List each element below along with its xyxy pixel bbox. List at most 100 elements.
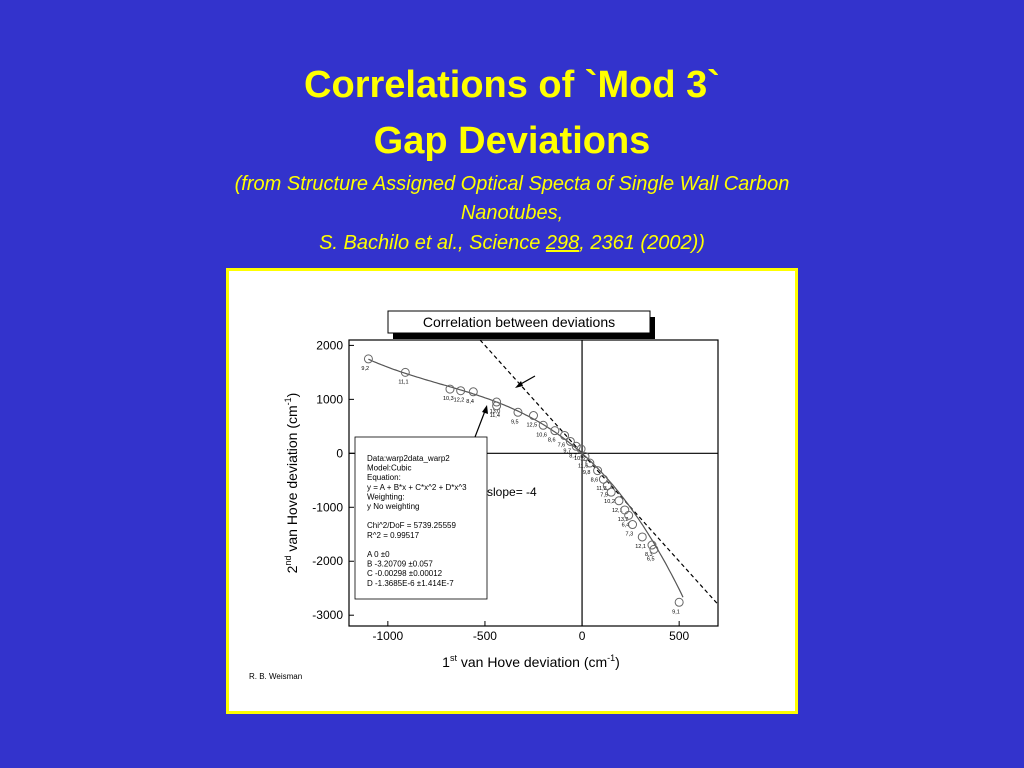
x-axis-label-text: van Hove deviation (cm bbox=[457, 654, 607, 670]
x-axis-label-ordinal-sup: st bbox=[450, 653, 458, 663]
data-point bbox=[492, 401, 502, 411]
data-point-label: 9,5 bbox=[511, 419, 519, 425]
data-point-label: 10,2 bbox=[604, 499, 615, 505]
data-point-label: 10,5 bbox=[574, 456, 585, 462]
y-axis-label-unit-sup: -1 bbox=[283, 397, 293, 405]
y-axis-label-close: ) bbox=[284, 393, 300, 398]
y-axis-label-ordinal-sup: nd bbox=[283, 556, 293, 566]
data-point-label: 9,1 bbox=[672, 609, 680, 615]
plot-frame bbox=[348, 339, 719, 627]
data-point-label: 12,1 bbox=[635, 544, 646, 550]
x-tick-label: 0 bbox=[579, 629, 586, 643]
citation-volume: 298 bbox=[545, 232, 580, 254]
credit-label: R. B. Weisman bbox=[249, 672, 302, 681]
data-point bbox=[576, 444, 586, 454]
data-point-label: 9,7 bbox=[563, 448, 571, 454]
data-point bbox=[492, 397, 502, 407]
fit-info-box bbox=[354, 436, 488, 600]
correlation-chart: Correlation between deviations -1000 -500… bbox=[249, 310, 719, 681]
figure-panel: Correlation between deviations -1000 -500… bbox=[226, 268, 798, 714]
data-point-label: 11,4 bbox=[490, 413, 500, 419]
fit-info-line: Model:Cubic bbox=[367, 464, 411, 473]
cubic-fit-curve bbox=[368, 358, 684, 598]
data-point-label: 8,7 bbox=[569, 453, 577, 459]
x-tick-label: 500 bbox=[669, 629, 689, 643]
y-tick-label: -2000 bbox=[312, 554, 343, 568]
data-point bbox=[445, 384, 455, 394]
y-axis-label-text: van Hove deviation (cm bbox=[284, 405, 300, 555]
data-point bbox=[628, 520, 638, 530]
data-point-label: 13,2 bbox=[618, 517, 629, 523]
x-tick-label: -1000 bbox=[372, 629, 403, 643]
chart-title: Correlation between deviations bbox=[423, 314, 615, 330]
x-tick-label: -500 bbox=[473, 629, 497, 643]
data-point bbox=[624, 510, 634, 520]
data-point-label: 6,5 bbox=[647, 556, 655, 562]
data-point bbox=[468, 387, 478, 397]
data-point bbox=[529, 411, 538, 421]
fit-info-line: R^2 = 0.99517 bbox=[367, 531, 420, 540]
data-point bbox=[363, 354, 373, 364]
data-point-label: 8,3 bbox=[645, 552, 653, 558]
data-point-label: 9,8 bbox=[583, 470, 591, 476]
data-points: 9,211,110,3 12,2 8,413,011,49,512,510,68,6… bbox=[361, 354, 684, 615]
data-point bbox=[565, 436, 575, 446]
data-point bbox=[602, 481, 612, 491]
data-point bbox=[571, 441, 581, 451]
fit-info-line: Chi^2/DoF = 5739.25559 bbox=[367, 521, 456, 530]
data-point-label: 10,6 bbox=[536, 432, 547, 438]
data-point bbox=[513, 407, 523, 417]
slope-label: slope= -4 bbox=[487, 485, 537, 499]
y-axis-label-ordinal: 2 bbox=[284, 565, 300, 573]
fit-info-line: A 0 ±0 bbox=[367, 550, 390, 559]
fit-info-line: y No weighting bbox=[367, 502, 419, 511]
x-axis-label: 1st van Hove deviation (cm-1) bbox=[442, 653, 620, 670]
data-point bbox=[649, 544, 659, 554]
arrow-fit-curve bbox=[474, 410, 486, 438]
fit-info-line: Weighting: bbox=[367, 492, 405, 501]
subtitle-line3: S. Bachilo et al., Science 298, 2361 (20… bbox=[0, 229, 1024, 257]
data-point bbox=[585, 458, 595, 468]
fit-info-line: y = A + B*x + C*x^2 + D*x^3 bbox=[367, 483, 467, 492]
data-point bbox=[400, 367, 410, 377]
data-point bbox=[580, 452, 590, 462]
data-point bbox=[456, 386, 466, 396]
fit-info-line: Data:warp2data_warp2 bbox=[367, 454, 450, 463]
data-point bbox=[538, 420, 548, 430]
x-axis-label-unit-sup: -1 bbox=[607, 653, 615, 663]
x-axis-label-ordinal: 1 bbox=[442, 654, 450, 670]
data-point-label: 8,4 bbox=[466, 399, 474, 405]
data-point-label: 12,2 bbox=[454, 398, 465, 404]
data-point-label: 10,3 bbox=[443, 396, 454, 402]
data-point bbox=[560, 431, 570, 441]
data-point-label: 12,1 bbox=[612, 508, 623, 514]
y-tick-label: 1000 bbox=[316, 392, 343, 406]
data-point bbox=[598, 474, 608, 484]
arrow-head-fit bbox=[482, 405, 488, 414]
data-point-label: 11,3 bbox=[596, 486, 606, 492]
citation-authors: S. Bachilo et al., Science bbox=[319, 232, 546, 254]
data-point-label: 11,6 bbox=[578, 464, 588, 470]
slide-title-line2: Gap Deviations bbox=[373, 120, 651, 162]
data-point bbox=[674, 597, 684, 607]
subtitle-line2: Nanotubes, bbox=[460, 202, 564, 224]
data-point-label: 12,5 bbox=[527, 423, 538, 429]
data-point-label: 7,3 bbox=[626, 532, 634, 538]
subtitle-line1: (from Structure Assigned Optical Specta … bbox=[234, 173, 790, 195]
axis-ticks: -1000 -500 0 500 2000 1000 0 -1000 -2000 -3000 bbox=[312, 338, 689, 643]
fit-info-line: C -0.00298 ±0.00012 bbox=[367, 569, 443, 578]
data-point-label: 9,2 bbox=[361, 366, 369, 372]
slide-title-line1: Correlations of `Mod 3` bbox=[304, 64, 720, 106]
slope-dashed-line bbox=[479, 339, 719, 605]
data-point-label: 7,5 bbox=[600, 493, 608, 499]
data-point bbox=[637, 532, 647, 542]
fit-info-line: Equation: bbox=[367, 473, 401, 482]
data-point-label: 6,4 bbox=[622, 522, 630, 528]
data-point-label: 8,6 bbox=[548, 438, 556, 444]
data-point bbox=[550, 426, 560, 436]
arrow-head-dashed bbox=[515, 381, 523, 388]
data-point-label: 13,0 bbox=[490, 409, 501, 415]
y-tick-label: -1000 bbox=[312, 500, 343, 514]
data-point-label: 7,6 bbox=[558, 443, 566, 449]
data-point bbox=[647, 540, 657, 550]
